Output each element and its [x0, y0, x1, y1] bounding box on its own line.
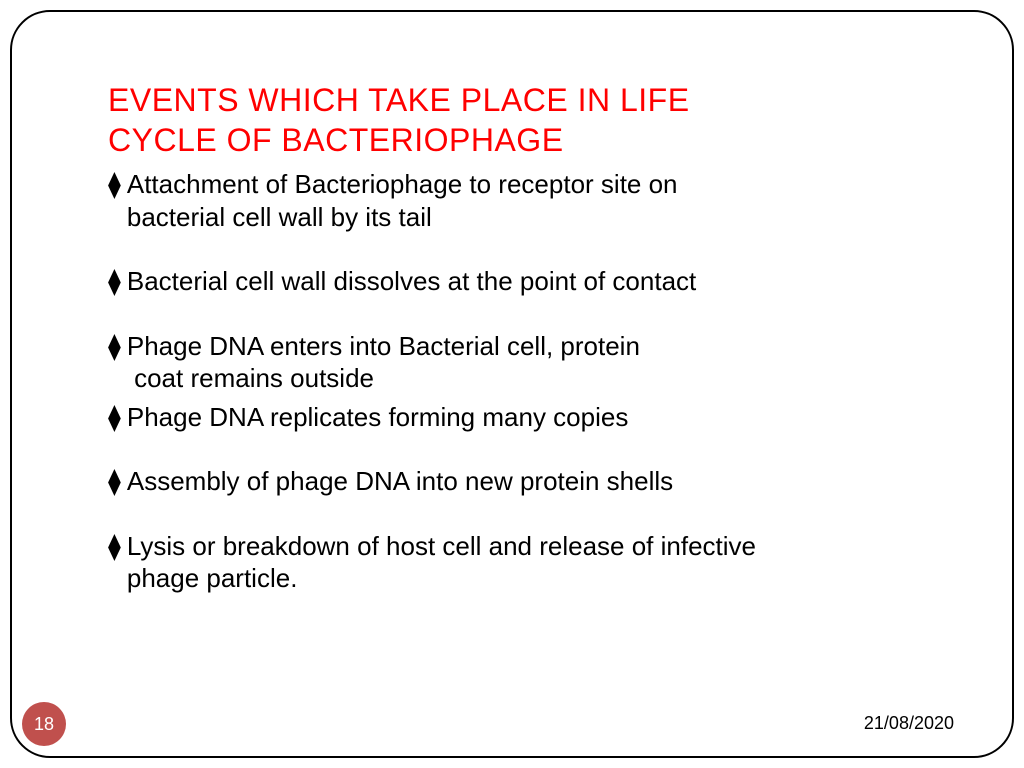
bullet-icon: ⧫ — [108, 265, 121, 298]
bullet-1-text: Attachment of Bacteriophage to receptor … — [127, 168, 678, 233]
bullet-icon: ⧫ — [108, 530, 121, 563]
slide-title: EVENTS WHICH TAKE PLACE IN LIFE CYCLE OF… — [108, 80, 964, 160]
bullet-icon: ⧫ — [108, 401, 121, 434]
bullet-icon: ⧫ — [108, 330, 121, 363]
bullet-4: ⧫ Phage DNA replicates forming many copi… — [108, 401, 964, 434]
bullet-3-line-2: coat remains outside — [134, 363, 374, 393]
bullet-3-line-1: Phage DNA enters into Bacterial cell, pr… — [127, 331, 640, 361]
slide-content: EVENTS WHICH TAKE PLACE IN LIFE CYCLE OF… — [108, 80, 964, 595]
bullet-2: ⧫ Bacterial cell wall dissolves at the p… — [108, 265, 964, 298]
bullet-6-line-2: phage particle. — [127, 563, 298, 593]
bullet-6: ⧫ Lysis or breakdown of host cell and re… — [108, 530, 964, 595]
bullet-6-text: Lysis or breakdown of host cell and rele… — [127, 530, 756, 595]
bullet-1: ⧫ Attachment of Bacteriophage to recepto… — [108, 168, 964, 233]
bullet-6-line-1: Lysis or breakdown of host cell and rele… — [127, 531, 756, 561]
bullet-4-text: Phage DNA replicates forming many copies — [127, 401, 628, 434]
bullet-2-text: Bacterial cell wall dissolves at the poi… — [127, 265, 696, 298]
bullet-5-text: Assembly of phage DNA into new protein s… — [127, 465, 673, 498]
bullet-5: ⧫ Assembly of phage DNA into new protein… — [108, 465, 964, 498]
page-number-badge: 18 — [22, 702, 66, 746]
title-line-2: CYCLE OF BACTERIOPHAGE — [108, 122, 564, 158]
bullet-1-line-1: Attachment of Bacteriophage to receptor … — [127, 169, 678, 199]
bullet-3: ⧫ Phage DNA enters into Bacterial cell, … — [108, 330, 964, 395]
bullet-icon: ⧫ — [108, 168, 121, 201]
date-label: 21/08/2020 — [864, 713, 954, 734]
title-line-1: EVENTS WHICH TAKE PLACE IN LIFE — [108, 82, 690, 118]
page-number: 18 — [34, 714, 54, 735]
bullet-icon: ⧫ — [108, 465, 121, 498]
bullet-3-text: Phage DNA enters into Bacterial cell, pr… — [127, 330, 640, 395]
bullet-1-line-2: bacterial cell wall by its tail — [127, 202, 432, 232]
